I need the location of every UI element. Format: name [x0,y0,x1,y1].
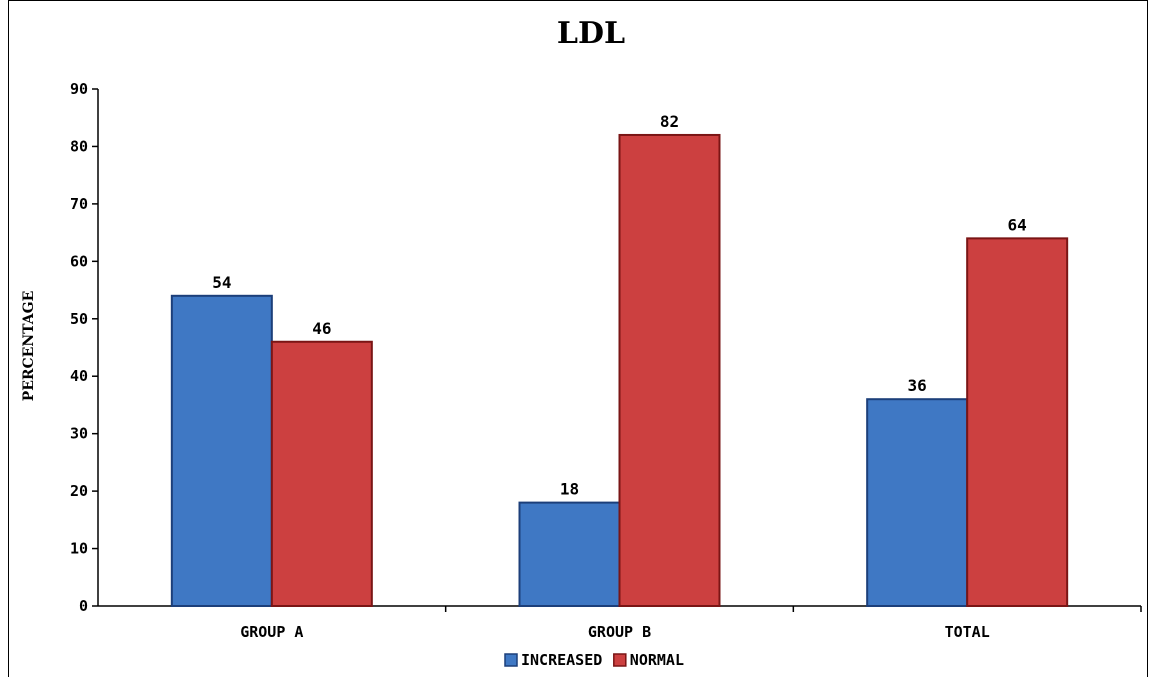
plot-area: 0 10 20 30 40 50 60 70 80 90 GROUP A 54 46 GROUP B 18 8… [70,80,1142,641]
legend: INCREASED NORMAL [504,651,684,669]
bar-increased-group-a [170,294,273,607]
bar-increased-group-b [518,501,621,608]
y-tick-label: 10 [70,540,88,558]
bar-normal-total [966,237,1069,607]
bar-increased-total [866,398,969,608]
legend-label-increased: INCREASED [521,651,602,669]
x-tick-label: TOTAL [945,623,990,641]
y-tick-label: 70 [70,195,88,213]
chart-frame: LDL PERCENTAGE 0 10 20 30 40 50 60 70 80 90 GROUP … [8,0,1148,677]
y-axis-title: PERCENTAGE [21,291,37,402]
bar-normal-group-b [618,133,721,607]
y-tick-label: 50 [70,310,88,328]
data-label: 46 [312,319,331,338]
data-label: 82 [660,112,679,131]
y-tick-label: 30 [70,425,88,443]
y-tick-label: 60 [70,252,88,270]
data-label: 18 [560,480,579,499]
y-tick-label: 40 [70,367,88,385]
y-tick-label: 90 [70,80,88,98]
y-tick-label: 20 [70,482,88,500]
x-tick-label: GROUP A [240,623,303,641]
y-tick-label: 80 [70,137,88,155]
legend-label-normal: NORMAL [630,651,684,669]
y-tick-label: 0 [79,597,88,615]
x-tick-label: GROUP B [588,623,651,641]
legend-swatch-normal [613,653,627,667]
data-label: 54 [212,273,231,292]
chart-svg: LDL PERCENTAGE 0 10 20 30 40 50 60 70 80 90 GROUP … [21,16,1142,669]
data-label: 64 [1008,215,1027,234]
data-label: 36 [908,376,927,395]
legend-swatch-increased [504,653,518,667]
chart-title: LDL [557,16,625,51]
bar-normal-group-a [270,340,373,607]
